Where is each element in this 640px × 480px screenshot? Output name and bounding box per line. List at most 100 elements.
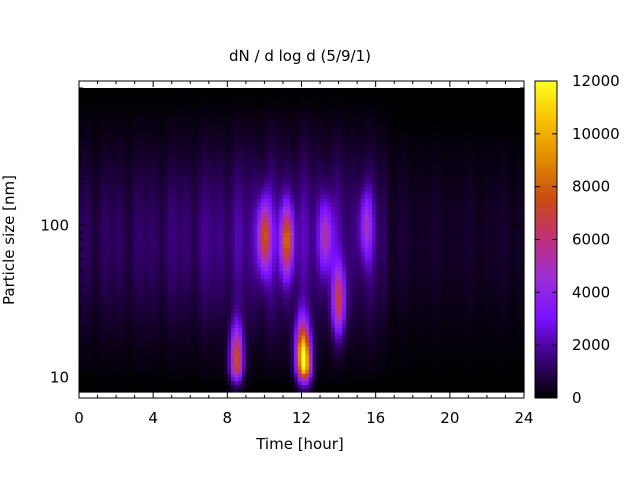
heatmap-cell xyxy=(208,247,214,252)
heatmap-cell xyxy=(297,122,303,127)
heatmap-cell xyxy=(264,114,269,119)
heatmap-cell xyxy=(119,126,125,131)
heatmap-cell xyxy=(101,232,106,237)
heatmap-cell xyxy=(93,103,99,108)
heatmap-cell xyxy=(86,202,91,207)
heatmap-cell xyxy=(286,251,291,256)
heatmap-cell xyxy=(79,213,84,218)
heatmap-cell xyxy=(197,266,202,271)
heatmap-cell xyxy=(145,190,151,195)
heatmap-cell xyxy=(175,148,180,154)
heatmap-cell xyxy=(305,350,310,355)
heatmap-cell xyxy=(142,251,147,256)
heatmap-cell xyxy=(219,266,225,271)
heatmap-cell xyxy=(227,224,232,230)
heatmap-cell xyxy=(231,316,236,321)
heatmap-cell xyxy=(260,278,266,283)
heatmap-cell xyxy=(231,270,236,275)
heatmap-cell xyxy=(212,186,217,192)
heatmap-cell xyxy=(275,175,280,180)
heatmap-cell xyxy=(227,255,232,260)
heatmap-cell xyxy=(90,167,95,173)
heatmap-cell xyxy=(301,327,306,332)
heatmap-cell xyxy=(119,179,125,184)
heatmap-cell xyxy=(257,251,262,256)
heatmap-cell xyxy=(156,126,162,131)
heatmap-cell xyxy=(175,167,180,173)
heatmap-cell xyxy=(82,266,88,271)
heatmap-cell xyxy=(249,361,254,366)
heatmap-cell xyxy=(275,361,280,366)
heatmap-cell xyxy=(190,224,195,230)
heatmap-cell xyxy=(164,179,169,184)
heatmap-cell xyxy=(275,103,280,108)
heatmap-cell xyxy=(145,327,151,332)
heatmap-cell xyxy=(104,255,110,260)
heatmap-cell xyxy=(90,293,95,298)
heatmap-cell xyxy=(156,327,162,332)
heatmap-cell xyxy=(305,145,310,150)
heatmap-cell xyxy=(297,186,303,192)
heatmap-cell xyxy=(282,262,288,268)
heatmap-cell xyxy=(142,88,147,93)
heatmap-cell xyxy=(156,312,162,317)
heatmap-cell xyxy=(234,243,240,249)
heatmap-cell xyxy=(116,323,121,328)
heatmap-cell xyxy=(108,354,113,359)
heatmap-cell xyxy=(201,384,206,389)
heatmap-cell xyxy=(138,335,143,340)
heatmap-cell xyxy=(90,357,95,363)
heatmap-cell xyxy=(119,114,125,119)
heatmap-cell xyxy=(234,373,240,378)
heatmap-cell xyxy=(93,205,99,211)
heatmap-cell xyxy=(108,304,113,309)
heatmap-cell xyxy=(186,270,191,275)
heatmap-cell xyxy=(301,293,306,298)
heatmap-cell xyxy=(123,327,128,332)
heatmap-cell xyxy=(223,236,228,241)
heatmap-cell xyxy=(271,240,277,245)
heatmap-cell xyxy=(212,274,217,279)
heatmap-cell xyxy=(279,198,284,203)
heatmap-cell xyxy=(231,293,236,298)
heatmap-cell xyxy=(127,259,132,264)
heatmap-cell xyxy=(97,129,102,135)
heatmap-cell xyxy=(104,217,110,222)
heatmap-cell xyxy=(90,308,95,313)
heatmap-cell xyxy=(116,335,121,340)
heatmap-cell xyxy=(193,160,199,165)
heatmap-cell xyxy=(294,198,299,203)
heatmap-cell xyxy=(231,274,236,279)
heatmap-cell xyxy=(275,297,280,302)
heatmap-cell xyxy=(234,285,240,290)
heatmap-cell xyxy=(179,255,184,260)
heatmap-cell xyxy=(127,217,132,222)
heatmap-cell xyxy=(142,376,147,382)
heatmap-cell xyxy=(130,129,136,135)
heatmap-cell xyxy=(294,361,299,366)
heatmap-cell xyxy=(253,357,258,363)
heatmap-cell xyxy=(231,224,236,230)
heatmap-cell xyxy=(216,164,221,169)
heatmap-cell xyxy=(101,319,106,325)
heatmap-cell xyxy=(223,217,228,222)
heatmap-cell xyxy=(290,152,295,157)
heatmap-cell xyxy=(275,205,280,211)
heatmap-cell xyxy=(212,114,217,119)
heatmap-cell xyxy=(275,110,280,116)
heatmap-cell xyxy=(238,331,243,336)
heatmap-cell xyxy=(290,217,295,222)
heatmap-cell xyxy=(182,122,188,127)
heatmap-cell xyxy=(86,167,91,173)
heatmap-cell xyxy=(153,183,158,188)
heatmap-cell xyxy=(208,308,214,313)
heatmap-cell xyxy=(290,312,295,317)
heatmap-cell xyxy=(227,346,232,351)
heatmap-cell xyxy=(119,354,125,359)
heatmap-cell xyxy=(127,209,132,214)
heatmap-cell xyxy=(138,342,143,347)
heatmap-cell xyxy=(234,259,240,264)
heatmap-cell xyxy=(130,171,136,176)
heatmap-cell xyxy=(90,91,95,97)
